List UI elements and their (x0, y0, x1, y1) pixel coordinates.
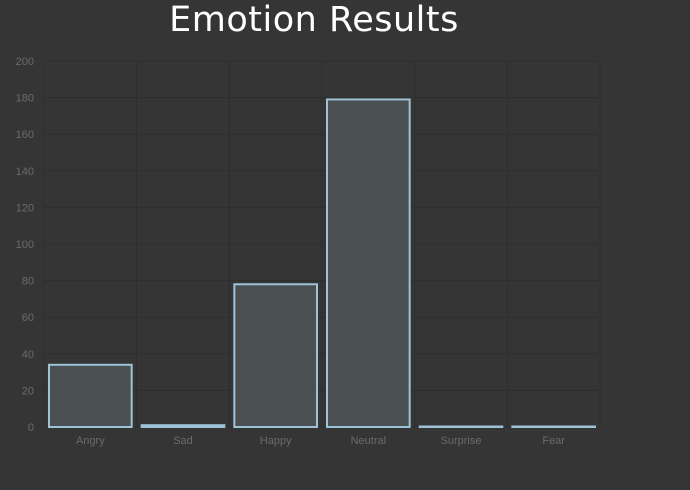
y-tick-label: 40 (22, 349, 34, 361)
x-tick-label: Neutral (351, 435, 386, 447)
y-tick-label: 140 (16, 166, 34, 178)
x-tick-label: Surprise (441, 435, 482, 447)
x-axis-ticks: Angry Sad Happy Neutral Surprise Fear (76, 435, 565, 447)
x-tick-label: Fear (542, 435, 565, 447)
chart-title: Emotion Results (169, 0, 459, 40)
y-tick-label: 120 (16, 202, 34, 214)
grid-lines (43, 60, 601, 428)
bar-happy[interactable] (233, 283, 318, 429)
x-tick-label: Happy (260, 435, 292, 447)
y-tick-label: 100 (16, 239, 34, 251)
y-tick-label: 60 (22, 312, 34, 324)
bar-angry[interactable] (48, 363, 133, 428)
y-tick-label: 80 (22, 276, 34, 288)
x-tick-label: Angry (76, 435, 105, 447)
y-axis-ticks: 0 20 40 60 80 100 120 140 160 180 200 (16, 56, 34, 434)
x-tick-label: Sad (173, 435, 193, 447)
bar-sad[interactable] (140, 424, 226, 429)
bar-neutral[interactable] (326, 98, 411, 429)
y-tick-label: 180 (16, 93, 34, 105)
y-tick-label: 200 (16, 56, 34, 68)
bars (48, 98, 596, 429)
y-tick-label: 0 (28, 422, 34, 434)
y-tick-label: 160 (16, 129, 34, 141)
y-tick-label: 20 (22, 385, 34, 397)
bar-fear[interactable] (511, 425, 596, 428)
bar-surprise[interactable] (418, 425, 504, 428)
